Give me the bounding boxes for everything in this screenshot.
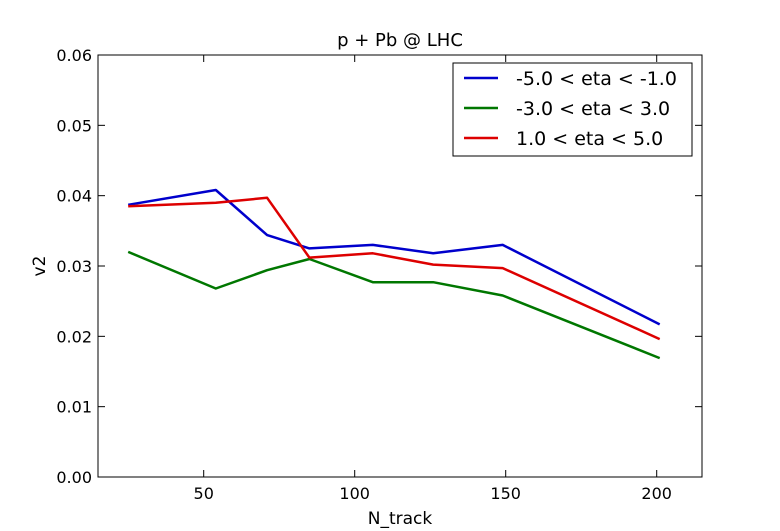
y-tick-label: 0.03 [56, 257, 92, 276]
x-tick-label: 50 [194, 484, 214, 503]
x-tick-label: 200 [641, 484, 672, 503]
y-tick-label: 0.05 [56, 116, 92, 135]
y-tick-label: 0.04 [56, 187, 92, 206]
series-layer [127, 188, 661, 360]
ticks-layer: 50 100 150 200 0.00 0.01 0.02 0.03 0.04 0.05 0.06 [56, 46, 702, 503]
legend-label-3: 1.0 < eta < 5.0 [516, 128, 663, 150]
chart-title: p + Pb @ LHC [337, 30, 463, 51]
y-axis-label: v2 [30, 256, 50, 277]
x-tick-label: 150 [490, 484, 521, 503]
series-line-2 [127, 250, 661, 360]
y-tick-label: 0.01 [56, 398, 92, 417]
legend-label-2: -3.0 < eta < 3.0 [516, 98, 670, 120]
series-line-3 [128, 196, 661, 341]
x-axis-label: N_track [368, 509, 433, 529]
y-tick-label: 0.02 [56, 327, 92, 346]
legend: -5.0 < eta < -1.0 -3.0 < eta < 3.0 1.0 < e… [452, 62, 693, 157]
series-line-1 [127, 188, 661, 326]
legend-label-1: -5.0 < eta < -1.0 [516, 68, 677, 90]
y-tick-label: 0.06 [56, 46, 92, 65]
x-tick-label: 100 [339, 484, 370, 503]
y-tick-label: 0.00 [56, 468, 92, 487]
